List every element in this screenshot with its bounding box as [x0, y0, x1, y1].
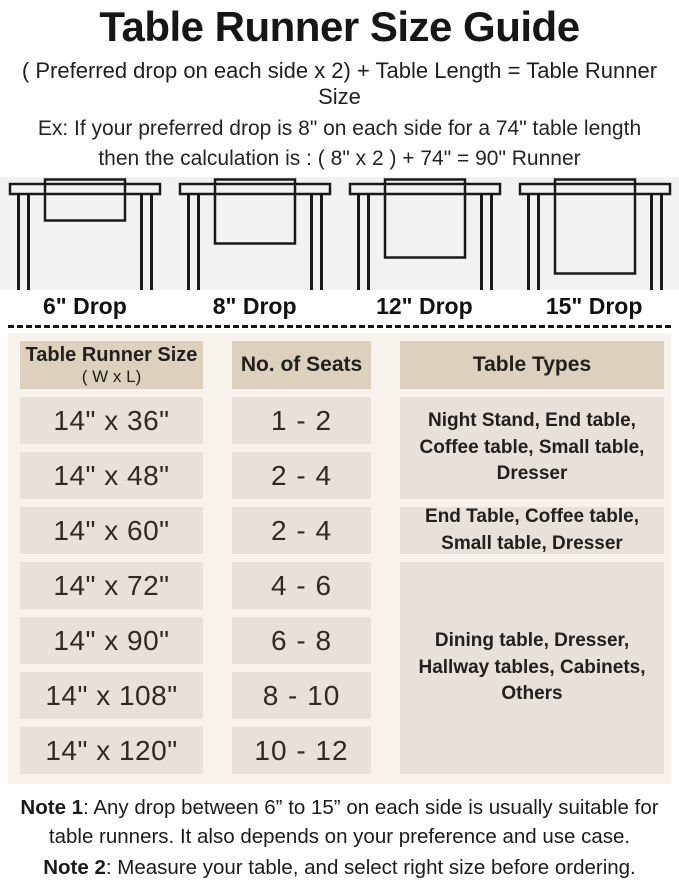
runner-shape [383, 178, 467, 259]
runner-shape [213, 178, 297, 245]
table-with-runner-icon [178, 178, 332, 291]
size-cell-14x120: 14" x 120" [20, 727, 203, 775]
table-illustration-6-drop [0, 177, 170, 291]
size-cell-14x36: 14" x 36" [20, 397, 203, 445]
column-header-runner-size-sub: ( W x L) [81, 366, 142, 386]
drop-label-15: 15" Drop [545, 293, 643, 320]
tabletop-shape [178, 182, 332, 196]
runner-shape [553, 178, 637, 275]
seats-cell-4-6: 4 - 6 [232, 562, 371, 610]
note-2: Note 2: Measure your table, and select r… [2, 853, 677, 882]
page-title: Table Runner Size Guide [99, 3, 580, 50]
drop-label-8: 8" Drop [212, 293, 297, 320]
column-header-runner-size: Table Runner Size ( W x L) [20, 341, 203, 390]
column-header-seats: No. of Seats [232, 341, 371, 390]
table-illustration-12-drop [340, 177, 510, 291]
table-with-runner-icon [518, 178, 672, 291]
runner-shape [43, 178, 127, 222]
column-header-runner-size-title: Table Runner Size [25, 343, 198, 366]
tabletop-shape [8, 182, 162, 196]
note-1-label: Note 1 [20, 796, 84, 820]
note-2-text: : Measure your table, and select right s… [105, 856, 636, 880]
notes-section: Note 1: Any drop between 6” to 15” on ea… [0, 793, 679, 882]
size-guide-table: Table Runner Size ( W x L) No. of Seats … [8, 333, 671, 785]
table-types-cell-large-tables: Dining table, Dresser, Hallway tables, C… [400, 562, 664, 775]
note-1: Note 1: Any drop between 6” to 15” on ea… [2, 793, 677, 851]
example-line-1: Ex: If your preferred drop is 8" on each… [37, 117, 642, 141]
formula-text: ( Preferred drop on each side x 2) + Tab… [21, 58, 658, 110]
drop-label-12: 12" Drop [376, 293, 473, 320]
seats-cell-2-4: 2 - 4 [232, 452, 371, 500]
size-cell-14x48: 14" x 48" [20, 452, 203, 500]
seats-cell-2-4b: 2 - 4 [232, 507, 371, 555]
note-2-label: Note 2 [43, 856, 106, 880]
size-guide-page: Table Runner Size Guide ( Preferred drop… [0, 3, 679, 883]
table-with-runner-icon [348, 178, 502, 291]
seats-cell-6-8: 6 - 8 [232, 617, 371, 665]
drop-label-row: 6" Drop 8" Drop 12" Drop 15" Drop [0, 293, 679, 320]
table-illustration-15-drop [510, 177, 679, 291]
column-header-table-types: Table Types [400, 341, 664, 390]
size-cell-14x90: 14" x 90" [20, 617, 203, 665]
table-types-cell-medium-tables: End Table, Coffee table, Small table, Dr… [400, 506, 664, 555]
size-cell-14x108: 14" x 108" [20, 672, 203, 720]
size-cell-14x72: 14" x 72" [20, 562, 203, 610]
table-with-runner-icon [8, 178, 162, 291]
seats-cell-1-2: 1 - 2 [232, 397, 371, 445]
example-line-2: then the calculation is : ( 8" x 2 ) + 7… [98, 147, 581, 171]
tabletop-shape [348, 182, 502, 196]
size-cell-14x60: 14" x 60" [20, 507, 203, 555]
dashed-divider [8, 325, 671, 329]
tabletop-shape [518, 182, 672, 196]
drop-illustration-band [0, 177, 679, 291]
seats-cell-10-12: 10 - 12 [232, 727, 371, 775]
table-types-cell-small-tables: Night Stand, End table, Coffee table, Sm… [400, 397, 664, 500]
table-illustration-8-drop [170, 177, 340, 291]
note-1-text: : Any drop between 6” to 15” on each sid… [48, 796, 659, 849]
drop-label-6: 6" Drop [43, 293, 127, 320]
seats-cell-8-10: 8 - 10 [232, 672, 371, 720]
